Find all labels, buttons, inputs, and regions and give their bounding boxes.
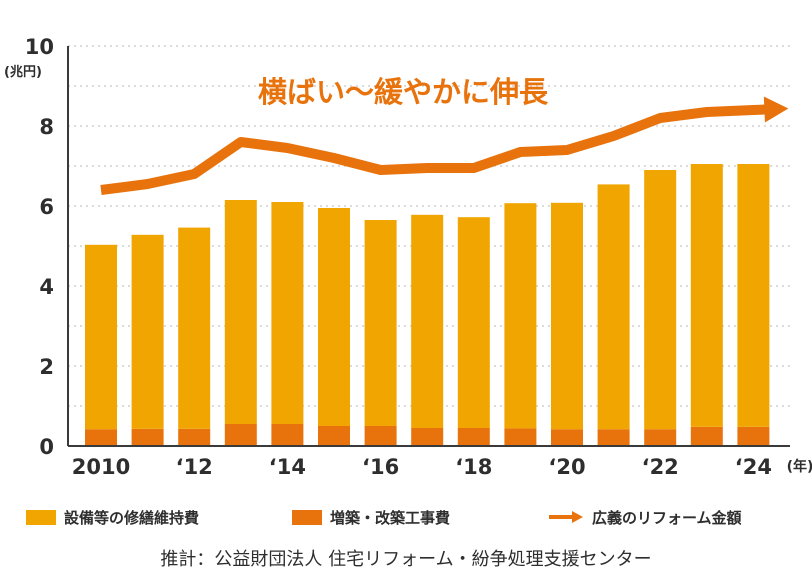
legend-label-extension: 増築・改築工事費 (330, 508, 451, 527)
x-tick-label: ‘22 (642, 455, 679, 479)
x-tick-label: ‘24 (735, 455, 772, 479)
x-tick-label: ‘12 (176, 455, 213, 479)
y-tick-label: 8 (39, 115, 54, 139)
bar-extension (504, 428, 537, 446)
y-tick-label: 2 (39, 355, 54, 379)
y-tick-label: 4 (39, 275, 54, 299)
legend-item-extension: 増築・改築工事費 (292, 505, 450, 529)
legend-label-total: 広義のリフォーム金額 (592, 508, 742, 527)
bar-extension (644, 429, 677, 446)
x-tick-label: ‘16 (362, 455, 399, 479)
legend-item-total: 広義のリフォーム金額 (548, 505, 742, 529)
bar-repair (690, 164, 723, 427)
source-note: 推計：公益財団法人 住宅リフォーム・紛争処理支援センター (160, 549, 652, 570)
legend-arrow-icon (549, 511, 583, 523)
bar-extension (178, 428, 211, 446)
bar-repair (364, 220, 397, 426)
y-tick-label: 6 (39, 195, 54, 219)
bar-repair (551, 202, 583, 430)
bar-repair (737, 164, 770, 427)
bar-extension (597, 429, 630, 446)
bar-extension (85, 429, 117, 446)
legend-arrow-head (572, 511, 583, 523)
bar-repair (318, 208, 350, 426)
bar-extension (690, 426, 723, 446)
x-tick-label: ‘20 (548, 455, 585, 479)
bar-repair (457, 217, 490, 428)
bar-extension (737, 426, 770, 446)
bar-extension (224, 424, 257, 446)
x-tick-label: 2010 (72, 455, 130, 479)
bar-extension (411, 428, 444, 446)
chart-svg: 0 2 4 6 8 10 (兆円) 2010 ‘12 ‘14 ‘16 ‘18 ‘20 ‘22 ‘24 (年) 横… (4, 35, 812, 479)
bar-extension (551, 429, 583, 446)
x-tick-label: ‘18 (455, 455, 492, 479)
bar-extension (457, 428, 490, 446)
bar-extension (131, 428, 164, 446)
annotation-text: 横ばい〜緩やかに伸長 (258, 75, 549, 109)
bar-repair (85, 244, 117, 430)
y-tick-label: 10 (25, 35, 54, 59)
bar-repair (131, 234, 164, 429)
bar-extension (318, 426, 350, 446)
legend-label-repair: 設備等の修繕維持費 (64, 508, 200, 527)
x-tick-label: ‘14 (269, 455, 306, 479)
y-tick-label: 0 (39, 435, 54, 459)
x-axis-unit: (年) (787, 458, 812, 475)
bar-repair (504, 203, 537, 429)
legend: 設備等の修繕維持費 増築・改築工事費 広義のリフォーム金額 (26, 505, 812, 529)
bar-extension (364, 426, 397, 446)
series-line-total (100, 104, 769, 195)
bar-repair (178, 227, 211, 429)
bar-repair (411, 214, 444, 428)
bar-extension (271, 424, 304, 446)
y-axis-unit: (兆円) (4, 64, 42, 80)
bar-repair (224, 200, 257, 424)
legend-swatch-repair (26, 509, 56, 525)
series-line-arrowhead (763, 96, 789, 123)
bar-repair (597, 184, 630, 430)
bar-repair (271, 202, 304, 424)
bar-repair (644, 170, 677, 430)
legend-item-repair: 設備等の修繕維持費 (26, 505, 199, 529)
legend-swatch-extension (292, 509, 322, 525)
